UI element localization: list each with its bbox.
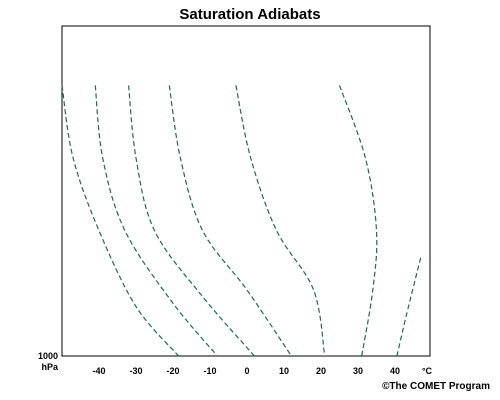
temperature-unit-label: °C [422,366,433,376]
saturation-adiabat-line [236,85,325,356]
x-tick-label: 40 [390,366,400,376]
pressure-label-1000: 1000 [38,351,58,361]
saturation-adiabat-line [340,85,377,356]
x-tick-label: -30 [129,366,142,376]
plot-frame [62,26,430,356]
saturation-adiabat-line [95,85,217,356]
saturation-adiabat-line [169,85,291,356]
x-tick-label: -10 [203,366,216,376]
x-tick-label: -20 [166,366,179,376]
temperature-axis: -40 -30 -20 -10 0 10 20 30 40 [92,366,400,376]
x-tick-label: 0 [244,366,249,376]
x-tick-label: 20 [316,366,326,376]
saturation-adiabat-line [397,257,421,356]
pressure-unit-label: hPa [41,362,59,372]
x-tick-label: 10 [279,366,289,376]
saturation-adiabat-line [129,85,255,356]
x-tick-label: 30 [353,366,363,376]
x-tick-label: -40 [92,366,105,376]
adiabat-curves [62,85,421,356]
copyright-credit: ©The COMET Program [382,381,490,392]
